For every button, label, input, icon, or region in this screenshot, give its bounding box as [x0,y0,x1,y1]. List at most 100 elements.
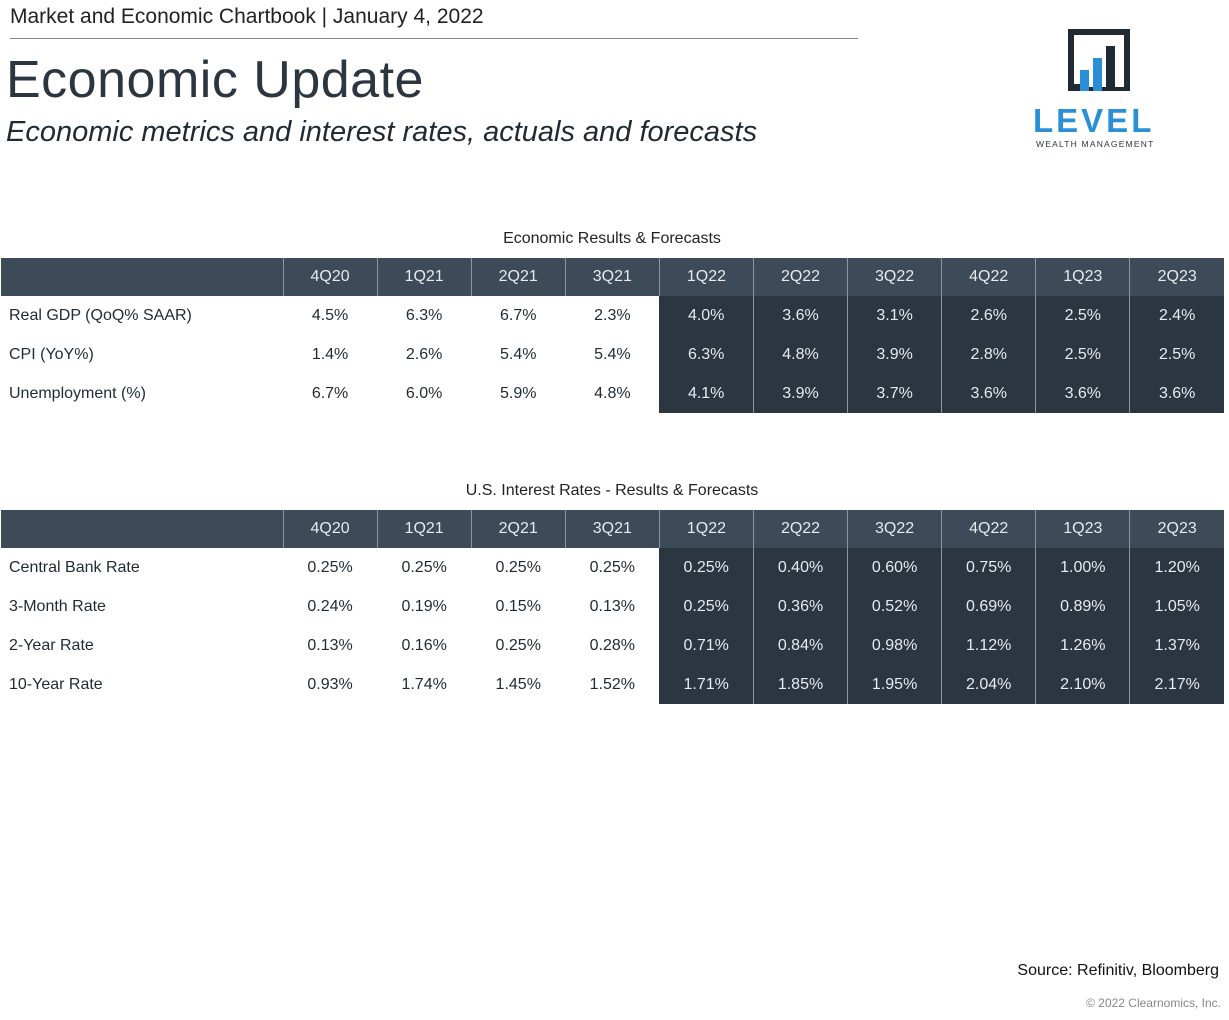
actual-cell: 4.8% [594,384,631,402]
column-header: 1Q23 [1035,258,1130,296]
forecast-cell: 0.89% [1035,587,1130,626]
header-divider [10,38,858,39]
column-header: 2Q22 [752,510,848,548]
table-row: Unemployment (%) 6.7% 6.0% 5.9% 4.8% 4.1% 3.9%… [1,374,1224,413]
column-header: 4Q20 [282,258,378,296]
forecast-cell: 3.7% [847,374,942,413]
logo-wordmark: LEVEL [1033,102,1155,139]
row-label: CPI (YoY%) [9,345,94,363]
row-label: Real GDP (QoQ% SAAR) [9,306,192,324]
page-subtitle: Economic metrics and interest rates, act… [6,116,758,148]
actual-cell: 0.19% [401,597,447,615]
table-row: Central Bank Rate 0.25% 0.25% 0.25% 0.25% 0.2… [1,548,1224,587]
forecast-cell: 0.84% [752,626,848,665]
actual-cell: 1.74% [401,675,447,693]
rates-table-title: U.S. Interest Rates - Results & Forecast… [465,482,759,499]
column-header: 1Q22 [658,510,754,548]
column-header: 1Q21 [376,510,472,548]
forecast-cell: 3.6% [941,374,1036,413]
actual-cell: 0.24% [307,597,353,615]
actual-cell: 5.4% [500,345,537,363]
forecast-cell: 2.8% [941,335,1036,374]
row-label: Central Bank Rate [9,558,140,576]
actual-cell: 0.25% [307,558,353,576]
forecast-cell: 6.3% [659,335,754,374]
actual-cell: 2.6% [405,345,443,363]
forecast-cell: 4.1% [659,374,754,413]
forecast-cell: 0.98% [847,626,942,665]
column-header: 3Q22 [847,258,942,296]
table-row: 10-Year Rate 0.93% 1.74% 1.45% 1.52% 1.71% 1.8… [1,665,1224,704]
forecast-cell: 0.40% [752,548,848,587]
column-header: 1Q23 [1035,510,1130,548]
actual-cell: 0.25% [495,636,541,654]
table-row: 3-Month Rate 0.24% 0.19% 0.15% 0.13% 0.25% 0.3… [1,587,1224,626]
forecast-cell: 1.37% [1129,626,1224,665]
column-header: 2Q23 [1129,510,1224,548]
forecast-cell: 2.4% [1129,296,1224,335]
page-title: Economic Update [6,51,424,109]
forecast-cell: 1.12% [941,626,1036,665]
forecast-cell: 0.75% [941,548,1036,587]
forecast-cell: 0.25% [659,548,754,587]
forecast-cell: 3.6% [1035,374,1130,413]
column-header: 2Q23 [1129,258,1224,296]
forecast-cell: 1.26% [1035,626,1130,665]
column-header: 3Q22 [847,510,942,548]
forecast-cell: 1.71% [659,665,754,704]
copyright-note: © 2022 Clearnomics, Inc. [1086,996,1221,1010]
actual-cell: 5.9% [500,384,537,402]
actual-cell: 2.3% [594,306,631,324]
actual-cell: 0.15% [495,597,541,615]
column-header: 4Q20 [282,510,378,548]
row-label: 2-Year Rate [9,636,94,654]
column-header: 1Q21 [376,258,472,296]
column-header: 2Q22 [752,258,848,296]
actual-cell: 0.13% [307,636,353,654]
forecast-cell: 4.8% [752,335,848,374]
interest-rates-table: 4Q20 1Q21 2Q21 3Q21 1Q22 2Q22 3Q22 4Q22 1Q23 2Q23… [1,510,1224,704]
actual-cell: 6.7% [311,384,349,402]
forecast-cell: 2.6% [941,296,1036,335]
forecast-cell: 1.85% [752,665,848,704]
row-label: 10-Year Rate [9,675,103,693]
actual-cell: 0.13% [589,597,636,615]
forecast-cell: 2.17% [1129,665,1224,704]
forecast-cell: 2.5% [1035,335,1130,374]
forecast-cell: 3.9% [752,374,848,413]
forecast-cell: 0.52% [847,587,942,626]
table-row: CPI (YoY%) 1.4% 2.6% 5.4% 5.4% 6.3% 4.8% 3.9% 2.… [1,335,1224,374]
actual-cell: 1.4% [311,345,349,363]
forecast-cell: 0.60% [847,548,942,587]
level-logo-icon [1068,29,1130,91]
forecast-cell: 3.6% [1129,374,1224,413]
forecast-cell: 1.00% [1035,548,1130,587]
forecast-cell: 3.6% [752,296,848,335]
forecast-cell: 1.20% [1129,548,1224,587]
forecast-cell: 2.10% [1035,665,1130,704]
actual-cell: 0.25% [401,558,447,576]
table-header-row: 4Q20 1Q21 2Q21 3Q21 1Q22 2Q22 3Q22 4Q22 1Q23 2Q23 [1,510,1224,548]
actual-cell: 0.28% [589,636,636,654]
actual-cell: 4.5% [311,306,349,324]
actual-cell: 0.16% [401,636,447,654]
header-corner [1,258,283,296]
column-header: 1Q22 [658,258,754,296]
forecast-cell: 2.5% [1129,335,1224,374]
column-header: 3Q21 [564,510,660,548]
forecast-cell: 0.36% [752,587,848,626]
row-label: Unemployment (%) [9,384,146,402]
actual-cell: 0.25% [589,558,636,576]
actual-cell: 6.0% [405,384,443,402]
header-corner [1,510,283,548]
forecast-cell: 2.5% [1035,296,1130,335]
column-header: 4Q22 [941,510,1036,548]
actual-cell: 5.4% [594,345,631,363]
forecast-cell: 0.25% [659,587,754,626]
forecast-cell: 0.69% [941,587,1036,626]
forecast-cell: 1.05% [1129,587,1224,626]
actual-cell: 0.25% [495,558,541,576]
chartbook-header: Market and Economic Chartbook | January … [10,5,484,28]
logo-subtext: WEALTH MANAGEMENT [1036,139,1155,149]
forecast-cell: 4.0% [659,296,754,335]
